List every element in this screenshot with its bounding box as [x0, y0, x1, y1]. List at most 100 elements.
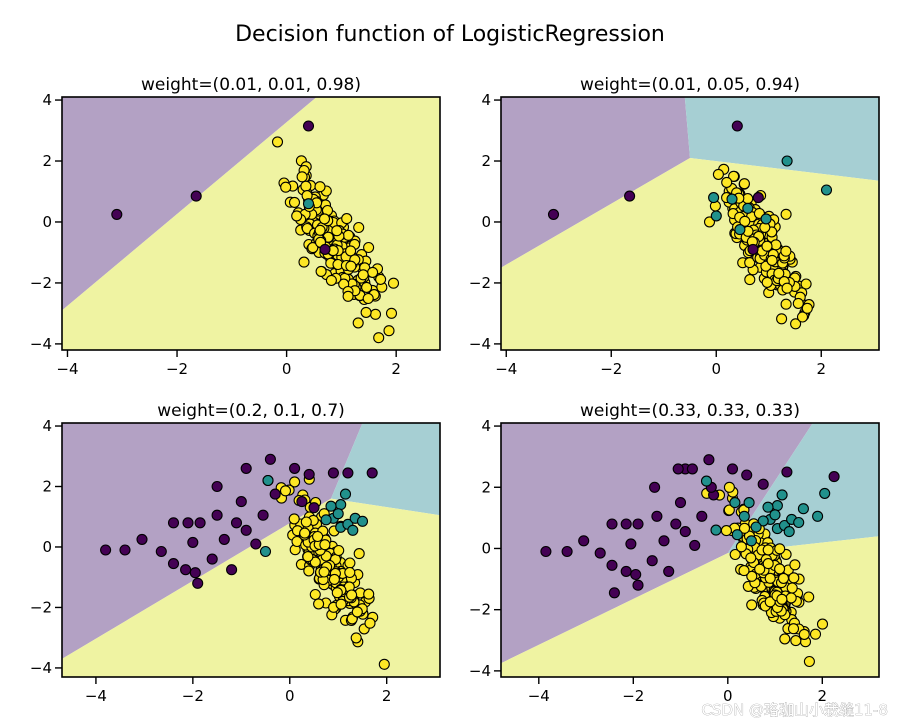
y-tick-label: 4: [42, 91, 52, 109]
figure-title: Decision function of LogisticRegression: [235, 22, 665, 47]
data-point-class-2: [798, 628, 810, 640]
data-point-class-1: [262, 474, 274, 487]
data-point-class-2: [364, 617, 376, 629]
data-point-class-2: [788, 572, 800, 584]
data-point-class-1: [339, 488, 352, 500]
data-point-class-0: [240, 524, 252, 536]
x-tick-label: −2: [622, 687, 644, 705]
data-point-class-2: [271, 136, 284, 148]
data-point-class-0: [608, 587, 620, 599]
data-point-class-2: [762, 558, 774, 570]
data-point-class-0: [187, 536, 199, 548]
data-point-class-0: [264, 453, 276, 465]
data-point-class-2: [773, 267, 785, 279]
data-point-class-2: [796, 311, 809, 323]
data-point-class-1: [700, 475, 713, 487]
y-tick-label: 2: [481, 152, 491, 170]
data-point-class-2: [387, 277, 400, 289]
data-point-class-0: [620, 518, 632, 530]
data-point-class-2: [723, 481, 735, 493]
decision-region-class-0: [501, 423, 813, 664]
data-point-class-1: [729, 497, 741, 509]
data-point-class-2: [375, 273, 387, 285]
data-point-class-1: [781, 155, 793, 167]
data-point-class-2: [780, 245, 792, 257]
data-point-class-2: [353, 548, 365, 560]
x-tick-label: 0: [282, 360, 292, 378]
y-tick-label: −2: [30, 274, 52, 292]
data-point-class-0: [167, 517, 180, 529]
data-point-class-2: [803, 591, 815, 603]
data-point-class-2: [766, 254, 778, 266]
data-point-class-1: [820, 184, 833, 196]
data-point-class-0: [726, 463, 739, 475]
x-tick-label: 2: [818, 687, 828, 705]
data-point-class-0: [672, 463, 684, 475]
data-point-class-1: [742, 202, 754, 214]
data-point-class-2: [309, 588, 321, 601]
data-point-class-0: [674, 497, 687, 509]
data-point-class-2: [774, 563, 786, 575]
data-point-class-2: [712, 168, 724, 180]
data-point-class-0: [649, 481, 661, 493]
axes-frame: [61, 96, 441, 351]
data-point-class-2: [762, 544, 774, 556]
watermark: CSDN @珞珈山小栽缝11-8: [701, 701, 888, 719]
data-point-class-2: [351, 606, 363, 618]
data-point-class-1: [819, 487, 831, 499]
x-tick-label: 0: [723, 687, 733, 705]
data-point-class-0: [620, 565, 632, 577]
data-point-class-0: [696, 510, 708, 522]
data-point-class-0: [192, 577, 204, 589]
data-point-class-0: [189, 567, 201, 579]
x-tick-label: −2: [182, 687, 204, 705]
data-point-class-2: [300, 180, 312, 192]
data-point-class-1: [259, 545, 272, 558]
y-tick-label: −4: [469, 335, 491, 353]
data-point-class-0: [250, 538, 262, 550]
subplot-4: −4 −2 0 2 −4 −2 0 2 4 weight=(0.33, 0.33, 0.33): [469, 401, 880, 705]
data-point-class-1: [793, 516, 805, 529]
data-point-class-0: [211, 480, 223, 493]
y-tick-label: −4: [30, 335, 52, 353]
data-point-class-0: [155, 545, 167, 558]
data-point-class-0: [230, 517, 243, 529]
data-point-class-2: [280, 181, 292, 193]
data-point-class-0: [289, 462, 301, 474]
data-point-class-1: [757, 515, 769, 527]
y-tick-label: 0: [481, 213, 491, 231]
data-point-class-0: [226, 564, 238, 576]
data-point-class-0: [194, 517, 206, 529]
data-point-class-1: [710, 524, 722, 536]
y-tick-label: 2: [481, 478, 491, 496]
data-point-class-0: [741, 469, 753, 481]
data-point-class-1: [760, 213, 772, 225]
data-point-class-2: [357, 269, 369, 281]
data-point-class-0: [757, 478, 769, 490]
data-point-class-0: [190, 190, 202, 202]
data-point-class-1: [710, 210, 722, 222]
data-point-class-2: [744, 274, 756, 286]
data-point-class-2: [789, 559, 801, 571]
data-point-class-2: [361, 281, 373, 293]
data-point-class-1: [335, 499, 347, 511]
data-point-class-1: [743, 497, 755, 509]
data-point-class-0: [303, 468, 315, 480]
data-point-class-2: [785, 592, 797, 604]
data-point-class-2: [776, 593, 788, 605]
data-point-class-0: [731, 120, 743, 132]
y-tick-label: 0: [42, 538, 52, 556]
data-point-class-1: [771, 500, 783, 512]
data-point-class-0: [663, 565, 675, 577]
data-point-class-2: [779, 633, 791, 645]
data-point-class-2: [721, 176, 733, 188]
data-point-class-0: [366, 467, 378, 479]
data-point-class-2: [333, 544, 345, 557]
data-point-class-1: [745, 535, 757, 547]
data-point-class-0: [308, 502, 320, 514]
data-point-class-0: [703, 454, 715, 466]
data-point-class-2: [738, 178, 750, 190]
subplot-3: −4 −2 0 2 −4 −2 0 2 4 weight=(0.2, 0.1, 0.7): [30, 401, 441, 705]
data-point-class-2: [738, 565, 750, 577]
